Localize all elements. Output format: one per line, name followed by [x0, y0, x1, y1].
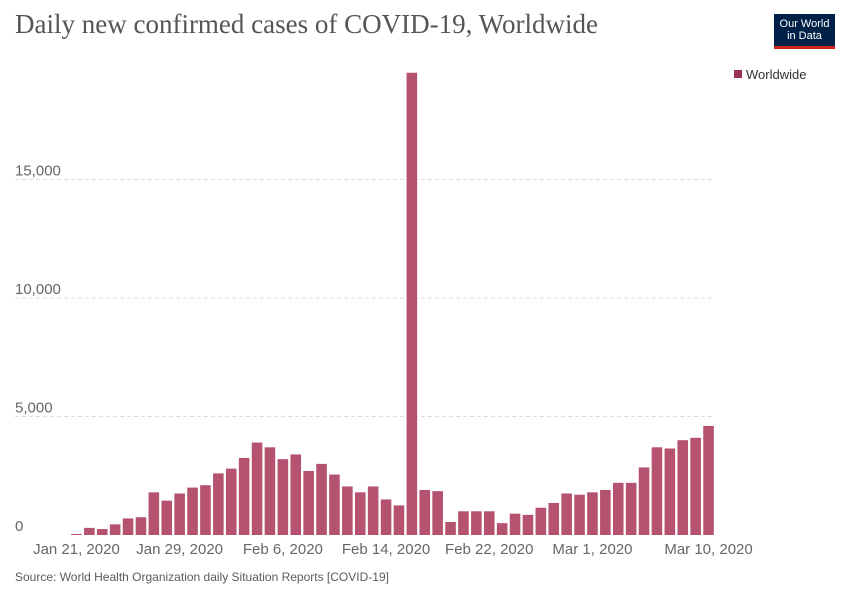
bar[interactable] [225, 468, 237, 535]
chart-title: Daily new confirmed cases of COVID-19, W… [15, 9, 598, 39]
y-tick-label: 10,000 [15, 281, 61, 298]
bar[interactable] [264, 447, 276, 535]
y-tick-label: 15,000 [15, 162, 61, 179]
x-tick-label: Mar 1, 2020 [552, 541, 632, 558]
bar[interactable] [548, 502, 560, 535]
bar[interactable] [496, 523, 508, 535]
x-tick-label: Feb 6, 2020 [243, 541, 323, 558]
bar[interactable] [600, 489, 611, 535]
bar[interactable] [329, 474, 340, 535]
bar[interactable] [703, 425, 714, 535]
bar[interactable] [651, 447, 663, 535]
x-tick-label: Feb 22, 2020 [445, 541, 533, 558]
bar[interactable] [161, 500, 173, 535]
bar[interactable] [174, 493, 185, 535]
bar[interactable] [316, 463, 327, 535]
legend[interactable]: Worldwide [734, 67, 806, 82]
bar[interactable] [84, 527, 95, 535]
bars [71, 72, 714, 535]
bar[interactable] [625, 482, 637, 535]
x-axis-ticks: Jan 21, 2020 Jan 29, 2020 Feb 6, 2020 Feb 1… [33, 541, 753, 558]
x-tick-label: Feb 14, 2020 [342, 541, 430, 558]
bar[interactable] [612, 482, 624, 535]
bar[interactable] [574, 494, 585, 535]
bar[interactable] [561, 493, 572, 535]
bar[interactable] [664, 448, 676, 535]
source-note: Source: World Health Organization daily … [15, 570, 389, 584]
bar[interactable] [187, 487, 198, 535]
bar[interactable] [135, 517, 147, 535]
bar[interactable] [342, 486, 353, 535]
bar[interactable] [677, 440, 689, 535]
x-tick-label: Mar 10, 2020 [664, 541, 752, 558]
bar[interactable] [638, 467, 650, 535]
bar[interactable] [690, 437, 701, 535]
x-tick-label: Jan 29, 2020 [136, 541, 223, 558]
bar[interactable] [109, 524, 121, 535]
bar[interactable] [445, 521, 456, 535]
bar[interactable] [367, 486, 379, 535]
bar[interactable] [393, 505, 405, 535]
bar[interactable] [148, 492, 160, 535]
legend-label: Worldwide [746, 67, 806, 82]
bar[interactable] [535, 507, 547, 535]
bar[interactable] [509, 513, 521, 535]
bar[interactable] [458, 511, 469, 535]
bar[interactable] [483, 511, 495, 535]
bar[interactable] [290, 454, 302, 535]
bar[interactable] [380, 499, 392, 535]
bar[interactable] [432, 491, 443, 535]
bar[interactable] [213, 473, 224, 535]
y-axis-ticks: 0 5,000 10,000 15,000 [15, 162, 61, 535]
logo-line-2: in Data [787, 30, 822, 42]
bar[interactable] [522, 514, 534, 535]
bar[interactable] [406, 72, 418, 535]
bar[interactable] [303, 470, 314, 535]
bar[interactable] [251, 442, 263, 535]
logo-line-1: Our World [779, 18, 830, 30]
y-tick-label: 5,000 [15, 399, 53, 416]
bar[interactable] [71, 534, 82, 535]
bar[interactable] [354, 492, 366, 535]
bar[interactable] [238, 457, 250, 535]
legend-marker [734, 70, 742, 78]
bar[interactable] [277, 459, 289, 535]
gridlines [15, 178, 715, 417]
bar[interactable] [587, 492, 598, 535]
owid-logo[interactable]: Our World in Data [774, 14, 835, 49]
y-tick-label: 0 [15, 518, 23, 535]
bar[interactable] [96, 529, 108, 535]
bar[interactable] [122, 518, 134, 535]
bar[interactable] [200, 485, 211, 535]
bar[interactable] [471, 511, 482, 535]
x-tick-label: Jan 21, 2020 [33, 541, 120, 558]
bar[interactable] [419, 489, 431, 535]
